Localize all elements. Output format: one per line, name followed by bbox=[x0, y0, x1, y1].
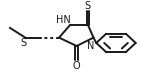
Text: HN: HN bbox=[56, 15, 71, 25]
Text: O: O bbox=[73, 61, 80, 71]
Text: S: S bbox=[20, 38, 26, 48]
Text: S: S bbox=[85, 1, 91, 11]
Text: N: N bbox=[87, 41, 94, 51]
